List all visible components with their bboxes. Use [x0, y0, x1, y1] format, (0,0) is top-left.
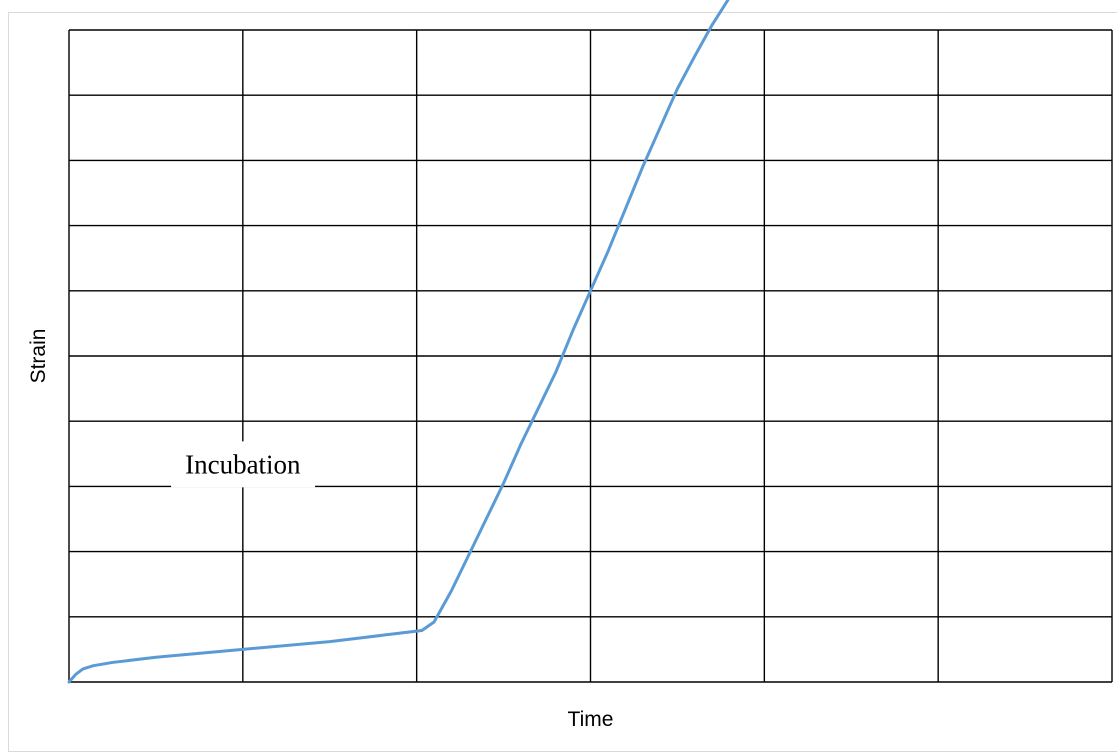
x-axis-title: Time — [568, 708, 614, 731]
series-line — [67, 0, 730, 684]
annotation-label: Incubation — [185, 449, 301, 479]
grid — [68, 29, 1113, 683]
annotations: AccelerationStabilisationIncubation — [171, 441, 316, 488]
y-axis-title: Strain — [27, 329, 50, 384]
series-layer — [67, 0, 730, 684]
annotation-background — [171, 441, 316, 488]
